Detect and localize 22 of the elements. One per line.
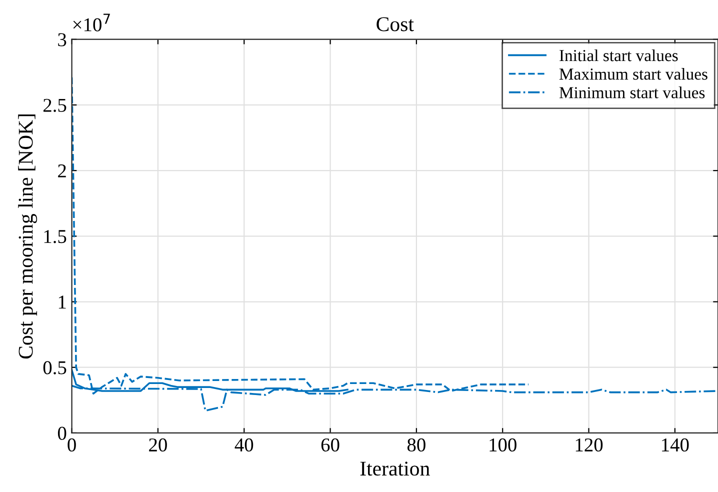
- x-tick-label: 100: [490, 438, 516, 452]
- y-axis-title: Cost per mooring line [NOK]: [18, 114, 38, 359]
- y-tick-label: 1.5: [44, 230, 66, 244]
- chart-title: Cost: [376, 17, 414, 32]
- y-tick-label: 0: [58, 426, 66, 440]
- x-tick-label: 20: [149, 438, 167, 452]
- x-tick-label: 140: [662, 438, 689, 452]
- y-tick-label: 0.5: [43, 361, 66, 374]
- legend-label: Maximum start values: [559, 68, 708, 80]
- legend-label: Minimum start values: [559, 86, 705, 98]
- x-tick-label: 60: [321, 438, 340, 452]
- y-tick-label: 1: [58, 296, 66, 309]
- y-tick-label: 2.5: [43, 98, 66, 112]
- text: ×10$^{7}$: [73, 14, 110, 32]
- x-axis-title: Iteration: [360, 462, 430, 476]
- y-tick-label: 3: [58, 33, 66, 46]
- x-tick-label: 40: [234, 438, 254, 452]
- x-tick-label: 80: [407, 438, 426, 452]
- x-tick-label: 120: [576, 438, 603, 452]
- y-tick-label: 2: [58, 164, 66, 178]
- legend-label: Initial start values: [560, 49, 678, 62]
- x-tick-label: 0: [68, 438, 76, 452]
